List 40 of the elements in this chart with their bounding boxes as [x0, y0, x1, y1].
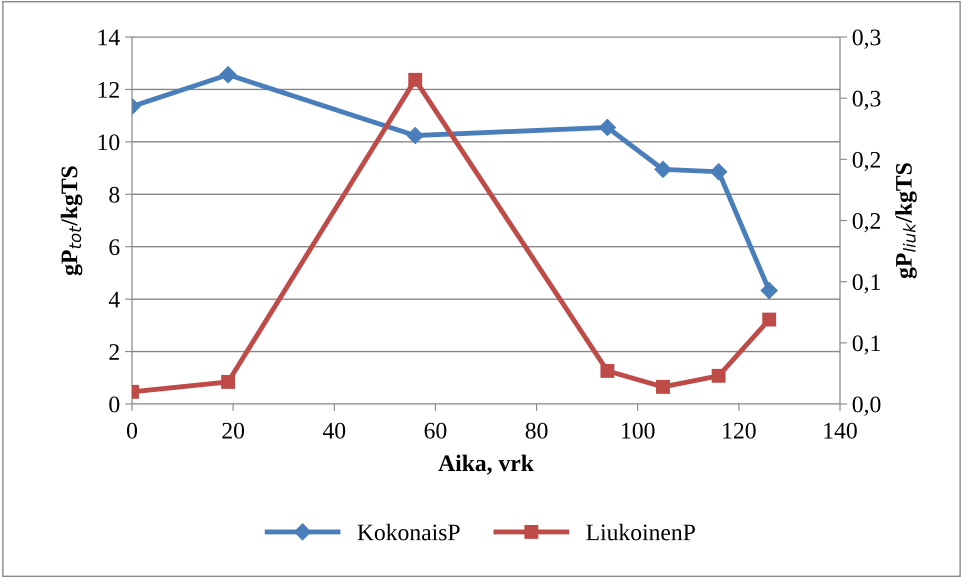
x-tick-label: 100 — [622, 422, 655, 439]
y2-tick-label: 0,3 — [852, 29, 880, 49]
point — [760, 282, 778, 300]
point — [712, 368, 726, 383]
legend-label: LiukoinenP — [586, 524, 695, 540]
x-tick-label: 80 — [526, 422, 548, 439]
x-tick-label: 20 — [222, 422, 244, 439]
y2-tick-label: 0,0 — [852, 396, 880, 416]
y-tick-label: 8 — [109, 186, 120, 203]
x-tick-label: 60 — [424, 422, 446, 439]
y2-tick-label: 0,1 — [852, 274, 880, 294]
point — [406, 127, 424, 144]
x-tick-label: 40 — [322, 422, 346, 439]
y-tick-label: 10 — [98, 134, 120, 150]
y-tick-label: 2 — [109, 344, 119, 360]
y-tick-label: 14 — [98, 30, 120, 46]
x-tick-label: 140 — [824, 422, 857, 439]
point — [598, 118, 616, 136]
y-tick-label: 6 — [109, 239, 120, 256]
point — [221, 375, 236, 389]
y2-tick-label: 0,3 — [852, 90, 880, 110]
point — [710, 163, 728, 180]
y-axis-title: gP$_{tot}$/kgTS — [60, 166, 82, 276]
point — [762, 312, 776, 327]
y-tick-label: 12 — [98, 82, 119, 98]
legend-label: KokonaisP — [358, 524, 460, 540]
point — [220, 66, 237, 84]
point — [600, 364, 614, 378]
y2-tick-label: 0,1 — [852, 335, 880, 355]
y2-tick-label: 0,2 — [852, 152, 880, 172]
point — [654, 160, 672, 178]
x-tick-label: 0 — [126, 422, 138, 439]
y-tick-label: 4 — [108, 292, 120, 308]
y-tick-label: 0 — [109, 396, 120, 412]
x-tick-label: 120 — [723, 422, 756, 439]
point — [656, 380, 670, 394]
y2-tick-label: 0,2 — [852, 212, 880, 232]
x-axis-title: Aika, vrk — [438, 454, 534, 475]
y2-axis-title: gP$_{liuk}$/kgTS — [895, 163, 917, 278]
point — [408, 72, 422, 87]
